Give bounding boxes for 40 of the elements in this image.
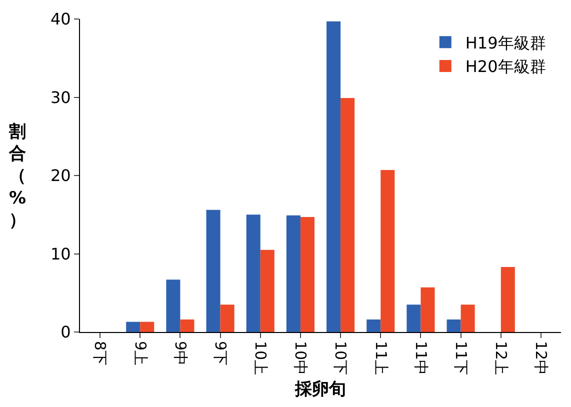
bar bbox=[166, 280, 180, 332]
x-tick-label: 9上 bbox=[131, 341, 150, 366]
bar bbox=[500, 267, 515, 332]
bar bbox=[126, 322, 140, 332]
y-tick-label: 0 bbox=[60, 322, 71, 342]
bar bbox=[380, 170, 395, 332]
legend-label: H20年級群 bbox=[465, 57, 546, 76]
x-tick-label: 8下 bbox=[91, 341, 110, 366]
bar bbox=[300, 216, 314, 332]
bar bbox=[260, 250, 274, 332]
bar bbox=[246, 214, 260, 332]
x-tick-label: 12上 bbox=[492, 341, 510, 376]
bar bbox=[220, 304, 234, 332]
x-tick-label: 11上 bbox=[372, 341, 390, 376]
y-tick-label: 40 bbox=[50, 10, 71, 29]
bar bbox=[446, 319, 461, 332]
y-tick-label: 30 bbox=[50, 88, 71, 107]
x-axis-title: 採卵旬 bbox=[294, 379, 346, 400]
bar bbox=[366, 319, 381, 332]
bar bbox=[326, 21, 341, 332]
legend-label: H19年級群 bbox=[465, 33, 546, 52]
bar bbox=[420, 287, 435, 332]
x-tick-label: 11中 bbox=[412, 341, 430, 376]
y-tick-label: 10 bbox=[50, 244, 71, 264]
x-tick-label: 9中 bbox=[171, 341, 190, 366]
x-tick-label: 12中 bbox=[532, 341, 550, 376]
x-tick-label: 11下 bbox=[452, 341, 470, 376]
bar bbox=[206, 210, 220, 332]
x-tick-label: 9下 bbox=[211, 341, 230, 366]
y-tick-label: 20 bbox=[50, 166, 71, 186]
bar bbox=[340, 98, 355, 332]
bar bbox=[180, 319, 194, 332]
x-tick-label: 10中 bbox=[292, 341, 310, 376]
x-tick-label: 10下 bbox=[332, 341, 350, 376]
bar bbox=[140, 322, 154, 332]
bar bbox=[406, 304, 421, 332]
x-tick-label: 10上 bbox=[252, 341, 270, 376]
bar bbox=[460, 304, 475, 332]
y-axis-title: 割合（%） bbox=[8, 122, 26, 230]
bar bbox=[286, 215, 300, 332]
